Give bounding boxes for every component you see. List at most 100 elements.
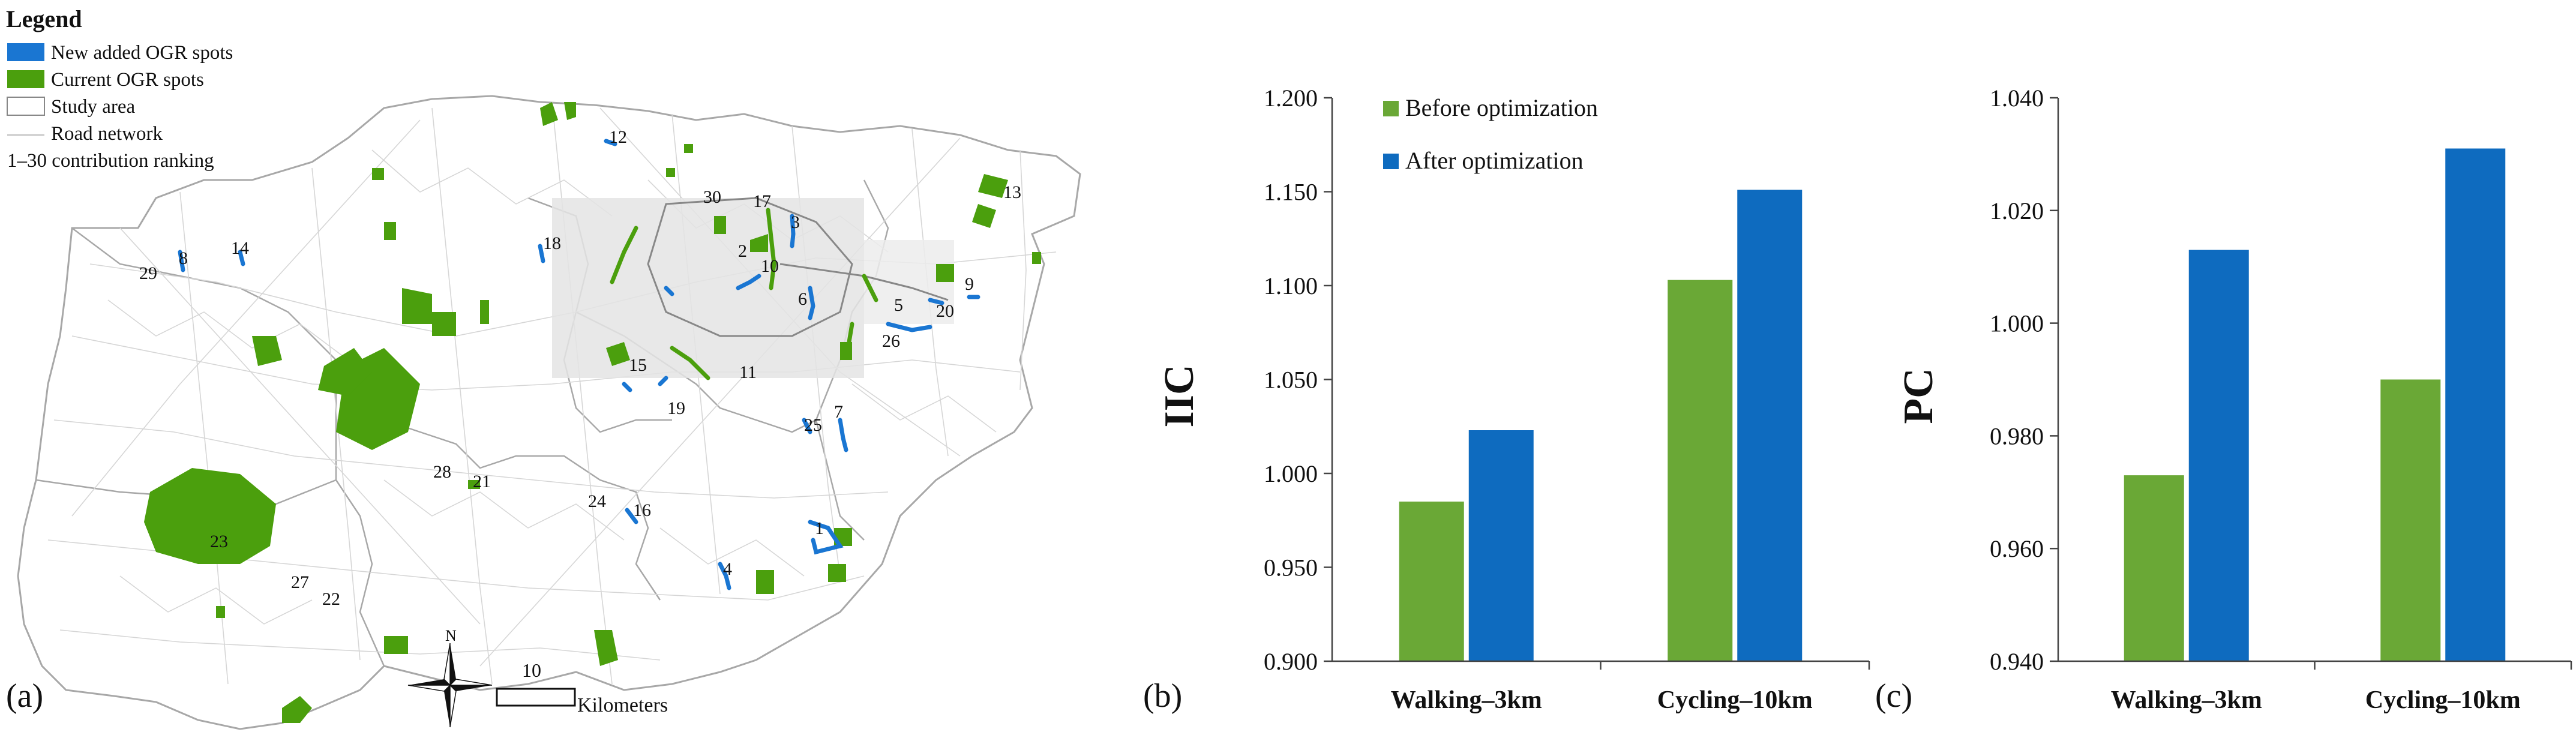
rank-label: 7 [834, 402, 843, 422]
urban-core [552, 198, 864, 378]
rank-label: 4 [723, 559, 732, 579]
rank-label: 21 [473, 472, 491, 491]
rank-label: 12 [609, 127, 627, 147]
rank-label: 1 [815, 518, 824, 538]
rank-label: 16 [633, 500, 651, 520]
pc-chart-svg: (c) PC 0.940 0.960 0.980 1.000 1.020 1.040 Wa… [1875, 85, 2572, 715]
rank-label: 6 [798, 289, 807, 309]
x-tick-label: Walking–3km [2111, 686, 2262, 714]
y-tick-label: 1.000 [1264, 460, 1318, 487]
rank-label: 23 [210, 532, 228, 551]
map-svg: 1 2 3 4 5 6 7 8 9 10 11 12 13 14 15 16 1… [6, 5, 1081, 730]
legend-label-added: New added OGR spots [51, 42, 233, 64]
rank-label: 29 [139, 263, 157, 283]
y-tick-label: 0.940 [1990, 648, 2044, 675]
current-ogr-spots [144, 102, 1041, 723]
road-network [47, 101, 1057, 685]
iic-chart-panel: (b) IIC 0.900 0.950 1.000 1.050 1.100 1.150 1.… [1140, 0, 1872, 732]
y-axis-label: IIC [1156, 364, 1202, 427]
y-tick-label: 1.000 [1990, 310, 2044, 337]
y-tick-label: 1.040 [1990, 85, 2044, 112]
panel-label-b: (b) [1143, 677, 1182, 715]
y-axis-label: PC [1896, 368, 1942, 424]
y-tick-label: 0.960 [1990, 535, 2044, 562]
legend-swatch-before [1383, 101, 1399, 116]
y-tick-labels: 0.900 0.950 1.000 1.050 1.100 1.150 1.200 [1264, 85, 1332, 675]
y-tick-label: 1.100 [1264, 272, 1318, 299]
green-corridors [610, 208, 878, 380]
rank-label: 24 [588, 491, 606, 511]
rank-label: 5 [894, 295, 903, 315]
y-tick-label: 1.020 [1990, 197, 2044, 224]
rank-labels: 1 2 3 4 5 6 7 8 9 10 11 12 13 14 15 16 1… [139, 127, 1021, 609]
legend-label-current: Current OGR spots [51, 69, 204, 91]
iic-chart-svg: (b) IIC 0.900 0.950 1.000 1.050 1.100 1.150 1.… [1143, 85, 1870, 715]
rank-label: 27 [291, 572, 309, 592]
legend-swatch-after [1383, 154, 1399, 169]
bar-after-cycling [2445, 148, 2506, 661]
y-tick-label: 0.950 [1264, 554, 1318, 581]
y-tick-label: 1.200 [1264, 85, 1318, 112]
x-tick-label: Walking–3km [1391, 686, 1542, 714]
rank-label: 2 [738, 241, 747, 261]
x-tick-label: Cycling–10km [2365, 686, 2521, 714]
rank-label: 8 [179, 248, 188, 268]
rank-label: 14 [231, 238, 249, 258]
rank-label: 15 [629, 355, 647, 375]
map-panel: 1 2 3 4 5 6 7 8 9 10 11 12 13 14 15 16 1… [0, 0, 1140, 732]
north-label: N [445, 627, 457, 644]
rank-label: 30 [703, 187, 721, 207]
bar-before-walking [1399, 501, 1464, 661]
y-tick-label: 1.050 [1264, 367, 1318, 394]
rank-label: 3 [791, 212, 800, 232]
rank-label: 19 [667, 398, 685, 418]
pc-chart-panel: (c) PC 0.940 0.960 0.980 1.000 1.020 1.040 Wa… [1872, 0, 2576, 732]
panel-label-c: (c) [1875, 677, 1912, 715]
chart-legend: Before optimization After optimization [1383, 94, 1598, 174]
rank-label: 28 [433, 462, 451, 482]
bar-after-walking [1468, 430, 1534, 661]
legend-swatch-study [7, 97, 45, 116]
y-tick-label: 0.900 [1264, 648, 1318, 675]
scale-bar [496, 688, 576, 707]
legend-title: Legend [6, 5, 82, 32]
north-arrow-icon [407, 643, 493, 728]
rank-label: 13 [1003, 182, 1021, 202]
rank-label: 11 [739, 362, 757, 382]
rank-label: 18 [543, 233, 561, 253]
rank-label: 20 [936, 301, 954, 321]
bar-group [1399, 190, 1803, 661]
legend-label-after: After optimization [1405, 147, 1584, 174]
map-legend: Legend New added OGR spots Current OGR s… [6, 5, 233, 172]
y-tick-label: 1.150 [1264, 179, 1318, 206]
x-tick-labels: Walking–3km Cycling–10km [1391, 661, 1870, 714]
y-tick-labels: 0.940 0.960 0.980 1.000 1.020 1.040 [1990, 85, 2058, 675]
legend-label-study: Study area [51, 96, 136, 118]
bar-after-cycling [1737, 190, 1803, 661]
bar-before-cycling [2380, 379, 2441, 661]
panel-label-a: (a) [6, 677, 43, 715]
bar-before-cycling [1668, 280, 1733, 661]
scale-value: 10 [522, 659, 541, 681]
bar-after-walking [2188, 250, 2249, 661]
rank-label: 9 [965, 274, 974, 294]
scale-unit: Kilometers [577, 694, 668, 716]
legend-swatch-added [7, 43, 44, 61]
new-added-ogr-spots [178, 139, 980, 590]
legend-label-rank: 1–30 contribution ranking [7, 150, 214, 172]
rank-label: 10 [761, 256, 779, 276]
legend-swatch-current [7, 70, 44, 88]
bar-group [2124, 148, 2506, 661]
study-area-boundary [17, 95, 1081, 730]
rank-label: 26 [882, 331, 900, 351]
rank-label: 22 [322, 589, 340, 609]
legend-label-before: Before optimization [1405, 94, 1598, 121]
bar-before-walking [2124, 475, 2184, 661]
legend-label-road: Road network [51, 123, 163, 145]
rank-label: 17 [753, 191, 771, 211]
y-tick-label: 0.980 [1990, 422, 2044, 449]
ring-roads [647, 197, 949, 337]
rank-label: 25 [804, 415, 822, 435]
x-tick-label: Cycling–10km [1657, 686, 1813, 714]
x-tick-labels: Walking–3km Cycling–10km [2111, 661, 2572, 714]
